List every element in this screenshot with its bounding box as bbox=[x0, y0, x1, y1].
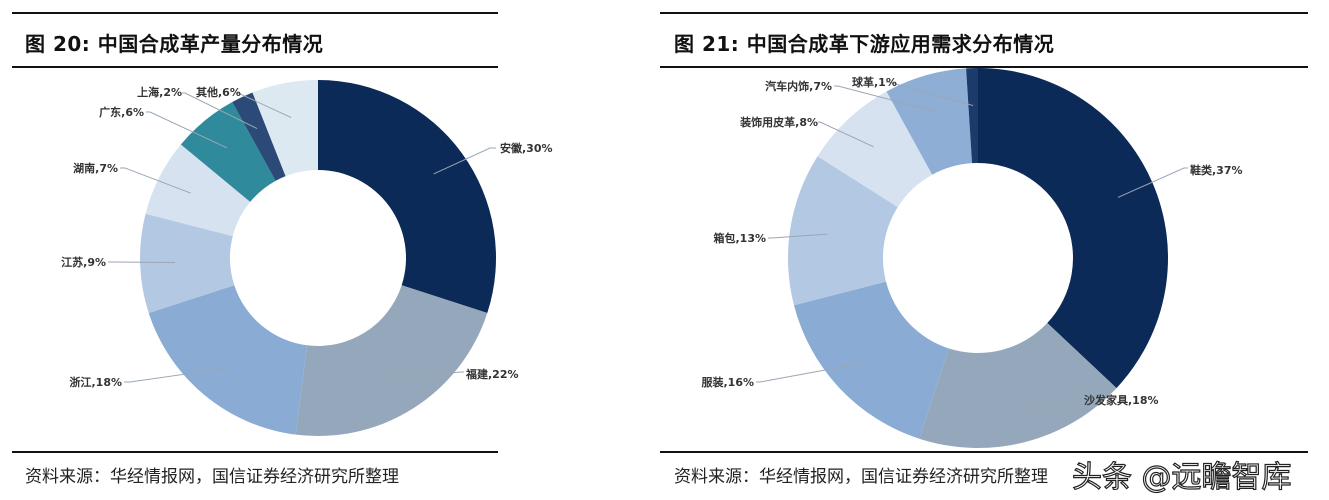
leader-line bbox=[182, 92, 258, 130]
donut-segment-2 bbox=[919, 323, 1117, 449]
donut-chart-production: 安徽,30% 福建,22% 浙江,18% 江苏,9% 湖南,7% 广东,6% 上海,2% 其他… bbox=[61, 80, 553, 436]
data-label: 箱包,13% bbox=[713, 231, 766, 245]
figure-21-source: 资料来源：华经情报网，国信证券经济研究所整理 bbox=[674, 467, 1048, 487]
top-rule bbox=[12, 12, 498, 14]
bottom-rule bbox=[12, 451, 498, 453]
leader-line bbox=[756, 361, 867, 383]
figure-21-title: 图 21: 中国合成革下游应用需求分布情况 bbox=[674, 32, 1055, 56]
data-label: 鞋类,37% bbox=[1190, 163, 1243, 177]
leader-line bbox=[146, 111, 228, 149]
leader-line bbox=[433, 147, 496, 175]
donut-segment-3 bbox=[148, 285, 307, 435]
leader-line bbox=[394, 371, 464, 380]
top-rule bbox=[660, 12, 1308, 14]
data-label: 沙发家具,18% bbox=[1084, 393, 1159, 407]
donut-segment-6 bbox=[180, 102, 276, 202]
data-label: 福建,22% bbox=[465, 367, 519, 381]
data-label: 广东,6% bbox=[99, 105, 144, 119]
leader-line bbox=[886, 81, 974, 107]
leader-line bbox=[1117, 167, 1188, 198]
data-label: 上海,2% bbox=[137, 85, 182, 99]
leader-line bbox=[1015, 399, 1084, 407]
donut-segment-6 bbox=[886, 68, 973, 175]
leader-line bbox=[768, 233, 828, 239]
donut-segment-3 bbox=[793, 281, 949, 439]
donut-segment-1 bbox=[318, 80, 496, 314]
data-label: 装饰用皮革,8% bbox=[739, 115, 818, 129]
leader-line bbox=[120, 167, 191, 194]
data-label: 服装,16% bbox=[701, 375, 754, 389]
donut-segment-5 bbox=[817, 91, 933, 208]
data-label: 安徽,30% bbox=[500, 141, 553, 155]
data-label: 江苏,9% bbox=[61, 255, 106, 269]
data-label: 湖南,7% bbox=[73, 161, 118, 175]
figure-20-source: 资料来源：华经情报网，国信证券经济研究所整理 bbox=[25, 467, 399, 487]
donut-chart-demand: 鞋类,37% 沙发家具,18% 服装,16% 箱包,13% 装饰用皮革,8% 汽车内饰,7… bbox=[701, 68, 1243, 449]
donut-segment-4 bbox=[140, 213, 235, 314]
data-label: 汽车内饰,7% bbox=[765, 79, 832, 93]
leader-line bbox=[818, 121, 874, 148]
donut-segment-8 bbox=[252, 80, 318, 177]
data-label: 其他,6% bbox=[196, 85, 241, 99]
leader-line bbox=[236, 92, 292, 118]
figure-20-title: 图 20: 中国合成革产量分布情况 bbox=[25, 32, 324, 56]
data-label: 球革,1% bbox=[852, 75, 897, 89]
watermark: 头条 @远瞻智库 bbox=[1071, 459, 1292, 495]
donut-segment-2 bbox=[295, 285, 488, 436]
leader-line bbox=[834, 85, 936, 113]
donut-segment-1 bbox=[978, 68, 1168, 389]
donut-segment-7 bbox=[966, 68, 978, 164]
title-bottom-rule bbox=[12, 66, 498, 68]
data-label: 浙江,18% bbox=[69, 375, 122, 389]
figure-21-panel: 图 21: 中国合成革下游应用需求分布情况 鞋类,37% 沙发家具,18% 服装,1… bbox=[660, 0, 1329, 500]
donut-segment-5 bbox=[145, 144, 251, 237]
figure-20-panel: 图 20: 中国合成革产量分布情况 安徽,30% 福建,22% 浙江,18% 江苏,9… bbox=[0, 0, 660, 500]
donut-segment-4 bbox=[788, 156, 898, 306]
leader-line bbox=[124, 367, 227, 383]
title-bottom-rule bbox=[660, 66, 1308, 68]
bottom-rule bbox=[660, 451, 1308, 453]
donut-segment-7 bbox=[232, 92, 286, 181]
